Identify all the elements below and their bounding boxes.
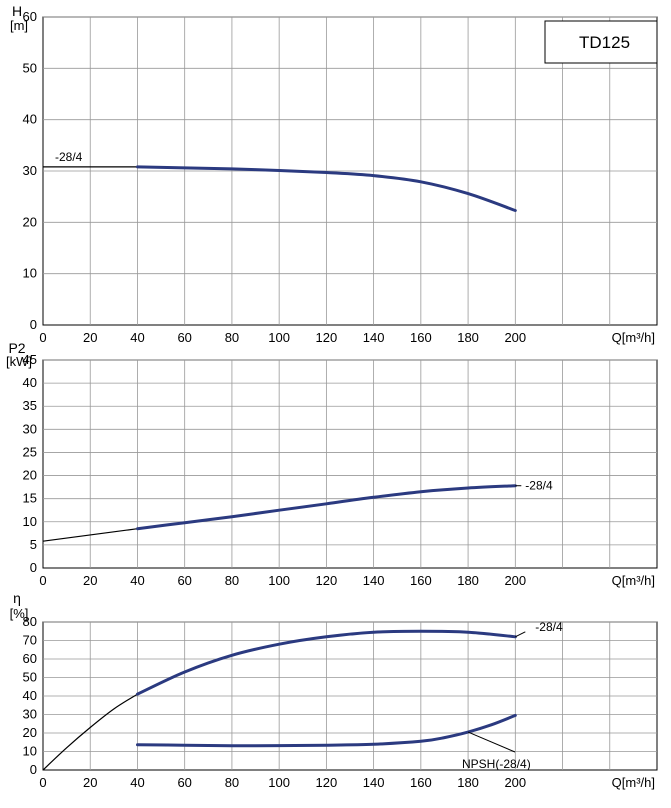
power-xtick-label: 80 xyxy=(225,573,239,588)
power-yaxis-unit: [kW] xyxy=(6,354,32,369)
power-ytick-label: 30 xyxy=(23,421,37,436)
efficiency-xtick-label: 140 xyxy=(363,775,385,790)
efficiency-xtick-label: 80 xyxy=(225,775,239,790)
efficiency-xtick-label: 60 xyxy=(177,775,191,790)
power-ytick-label: 25 xyxy=(23,444,37,459)
power-xaxis-label: Q[m³/h] xyxy=(612,573,655,588)
power-ytick-label: 45 xyxy=(23,352,37,367)
efficiency-xtick-label: 180 xyxy=(457,775,479,790)
power-series-label: -28/4 xyxy=(525,479,553,493)
power-ytick-label: 35 xyxy=(23,398,37,413)
efficiency-xtick-label: 20 xyxy=(83,775,97,790)
power-ytick-label: 5 xyxy=(30,537,37,552)
power-ytick-label: 40 xyxy=(23,375,37,390)
head-yaxis-label: H xyxy=(12,3,22,19)
efficiency-series-label: -28/4 xyxy=(535,620,563,634)
model-title: TD125 xyxy=(579,33,630,52)
efficiency-series-line xyxy=(136,713,517,748)
head-ytick-label: 50 xyxy=(23,60,37,75)
efficiency-ytick-label: 50 xyxy=(23,670,37,685)
power-ytick-label: 20 xyxy=(23,468,37,483)
head-xtick-label: 120 xyxy=(316,330,338,345)
power-xtick-label: 20 xyxy=(83,573,97,588)
efficiency-xaxis-label: Q[m³/h] xyxy=(612,775,655,790)
head-series-line xyxy=(136,165,517,212)
efficiency-ytick-label: 40 xyxy=(23,688,37,703)
efficiency-xtick-label: 0 xyxy=(39,775,46,790)
head-yaxis-unit: [m] xyxy=(10,18,28,33)
efficiency-series-label: NPSH(-28/4) xyxy=(462,757,531,771)
head-panel: 0 10 20 30 40 50 60 0 20 40 60 80 100 120 140 160 180 200… xyxy=(10,3,658,345)
head-xaxis-label: Q[m³/h] xyxy=(612,330,655,345)
power-xtick-label: 160 xyxy=(410,573,432,588)
efficiency-ytick-label: 0 xyxy=(30,762,37,777)
power-xtick-label: 0 xyxy=(39,573,46,588)
efficiency-panel: 0 10 20 30 40 50 60 70 80 0 20 40 60 80 100 120 140 160 18… xyxy=(10,590,658,790)
head-xtick-label: 80 xyxy=(225,330,239,345)
power-series-line xyxy=(136,484,517,531)
efficiency-xtick-label: 200 xyxy=(504,775,526,790)
head-series-label: -28/4 xyxy=(55,150,83,164)
model-title-frame xyxy=(544,20,658,64)
efficiency-series-line xyxy=(136,629,517,696)
head-xtick-label: 0 xyxy=(39,330,46,345)
head-xtick-label: 160 xyxy=(410,330,432,345)
head-ytick-label: 0 xyxy=(30,317,37,332)
head-ytick-label: 30 xyxy=(23,163,37,178)
head-xtick-label: 40 xyxy=(130,330,144,345)
head-ytick-label: 40 xyxy=(23,112,37,127)
efficiency-series-extension xyxy=(42,693,138,771)
efficiency-xtick-label: 120 xyxy=(316,775,338,790)
efficiency-xtick-label: 100 xyxy=(268,775,290,790)
head-xtick-label: 140 xyxy=(363,330,385,345)
efficiency-yaxis-label: η xyxy=(13,590,21,606)
efficiency-ytick-label: 30 xyxy=(23,707,37,722)
head-xtick-label: 60 xyxy=(177,330,191,345)
head-xtick-label: 200 xyxy=(504,330,526,345)
power-ytick-label: 0 xyxy=(30,560,37,575)
power-series-extension xyxy=(42,528,138,542)
power-xtick-label: 100 xyxy=(268,573,290,588)
head-ytick-label: 10 xyxy=(23,266,37,281)
efficiency-label-leader xyxy=(467,731,516,753)
power-ytick-label: 10 xyxy=(23,514,37,529)
efficiency-xtick-label: 160 xyxy=(410,775,432,790)
head-xtick-label: 20 xyxy=(83,330,97,345)
head-ytick-label: 60 xyxy=(23,9,37,24)
power-xtick-label: 140 xyxy=(363,573,385,588)
power-ytick-label: 15 xyxy=(23,491,37,506)
power-xtick-label: 180 xyxy=(457,573,479,588)
power-xtick-label: 60 xyxy=(177,573,191,588)
power-xtick-label: 40 xyxy=(130,573,144,588)
head-ytick-label: 20 xyxy=(23,214,37,229)
power-plot-frame xyxy=(42,359,658,569)
model-title-box: TD125 xyxy=(544,20,658,64)
power-yaxis-label: P2 xyxy=(8,340,25,356)
head-xtick-label: 100 xyxy=(268,330,290,345)
efficiency-ytick-label: 20 xyxy=(23,725,37,740)
efficiency-ytick-label: 80 xyxy=(23,614,37,629)
power-xtick-label: 200 xyxy=(504,573,526,588)
power-xtick-label: 120 xyxy=(316,573,338,588)
efficiency-label-leader xyxy=(515,631,526,638)
efficiency-ytick-label: 70 xyxy=(23,633,37,648)
head-xtick-label: 180 xyxy=(457,330,479,345)
power-panel: 0 5 10 15 20 25 30 35 40 45 0 20 40 60 80 100 120 140 160 1… xyxy=(6,340,658,588)
efficiency-xtick-label: 40 xyxy=(130,775,144,790)
efficiency-ytick-label: 60 xyxy=(23,651,37,666)
efficiency-yaxis-unit: [%] xyxy=(10,606,29,621)
efficiency-ytick-label: 10 xyxy=(23,744,37,759)
